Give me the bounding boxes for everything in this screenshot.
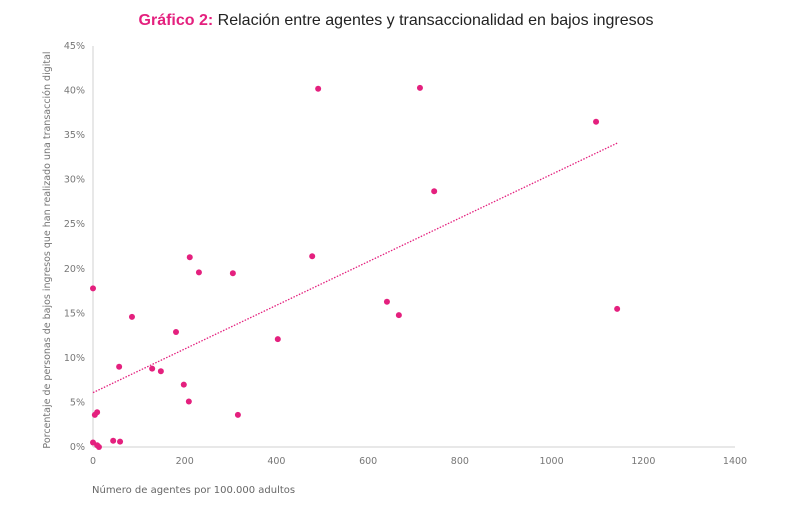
x-axis-label: Número de agentes por 100.000 adultos bbox=[92, 484, 295, 496]
chart-title-text: Relación entre agentes y transaccionalid… bbox=[217, 12, 654, 29]
chart-title-prefix: Gráfico 2: bbox=[138, 12, 214, 29]
x-tick-label: 200 bbox=[176, 456, 194, 467]
data-point bbox=[383, 298, 390, 305]
x-tick-label: 1200 bbox=[631, 456, 655, 467]
data-point bbox=[173, 329, 180, 336]
data-point bbox=[416, 84, 423, 91]
data-point bbox=[309, 253, 316, 260]
data-point bbox=[614, 305, 621, 312]
x-tick-label: 1000 bbox=[539, 456, 563, 467]
y-tick-label: 30% bbox=[64, 175, 85, 186]
y-tick-label: 10% bbox=[64, 353, 85, 364]
data-point bbox=[234, 411, 241, 418]
y-tick-label: 15% bbox=[64, 308, 85, 319]
trendline bbox=[92, 142, 618, 394]
data-point bbox=[229, 270, 236, 277]
data-point bbox=[110, 437, 117, 444]
data-point bbox=[195, 269, 202, 276]
y-tick-label: 35% bbox=[64, 130, 85, 141]
x-tick-label: 800 bbox=[451, 456, 469, 467]
data-point bbox=[90, 285, 96, 292]
data-point bbox=[116, 363, 123, 370]
data-point bbox=[315, 85, 322, 92]
chart-title: Gráfico 2: Relación entre agentes y tran… bbox=[0, 12, 792, 30]
y-tick-label: 25% bbox=[64, 219, 85, 230]
x-tick-label: 1400 bbox=[723, 456, 747, 467]
data-point bbox=[128, 313, 135, 320]
data-point bbox=[186, 254, 193, 261]
x-tick-label: 400 bbox=[267, 456, 285, 467]
data-point bbox=[431, 188, 438, 195]
y-tick-label: 5% bbox=[70, 397, 85, 408]
y-tick-label: 0% bbox=[70, 442, 85, 453]
data-point bbox=[180, 381, 187, 388]
data-point bbox=[117, 438, 124, 445]
y-tick-label: 40% bbox=[64, 86, 85, 97]
y-tick-label: 20% bbox=[64, 264, 85, 275]
data-point bbox=[593, 118, 600, 125]
y-axis-label: Porcentaje de personas de bajos ingresos… bbox=[42, 51, 53, 448]
data-point bbox=[395, 312, 402, 319]
y-tick-label: 45% bbox=[64, 41, 85, 52]
data-point bbox=[157, 368, 164, 375]
data-point bbox=[95, 444, 102, 450]
data-point bbox=[274, 336, 281, 343]
data-point bbox=[94, 409, 101, 416]
data-point bbox=[149, 365, 156, 372]
x-tick-label: 0 bbox=[90, 456, 96, 467]
x-tick-label: 600 bbox=[359, 456, 377, 467]
data-point bbox=[185, 398, 192, 405]
